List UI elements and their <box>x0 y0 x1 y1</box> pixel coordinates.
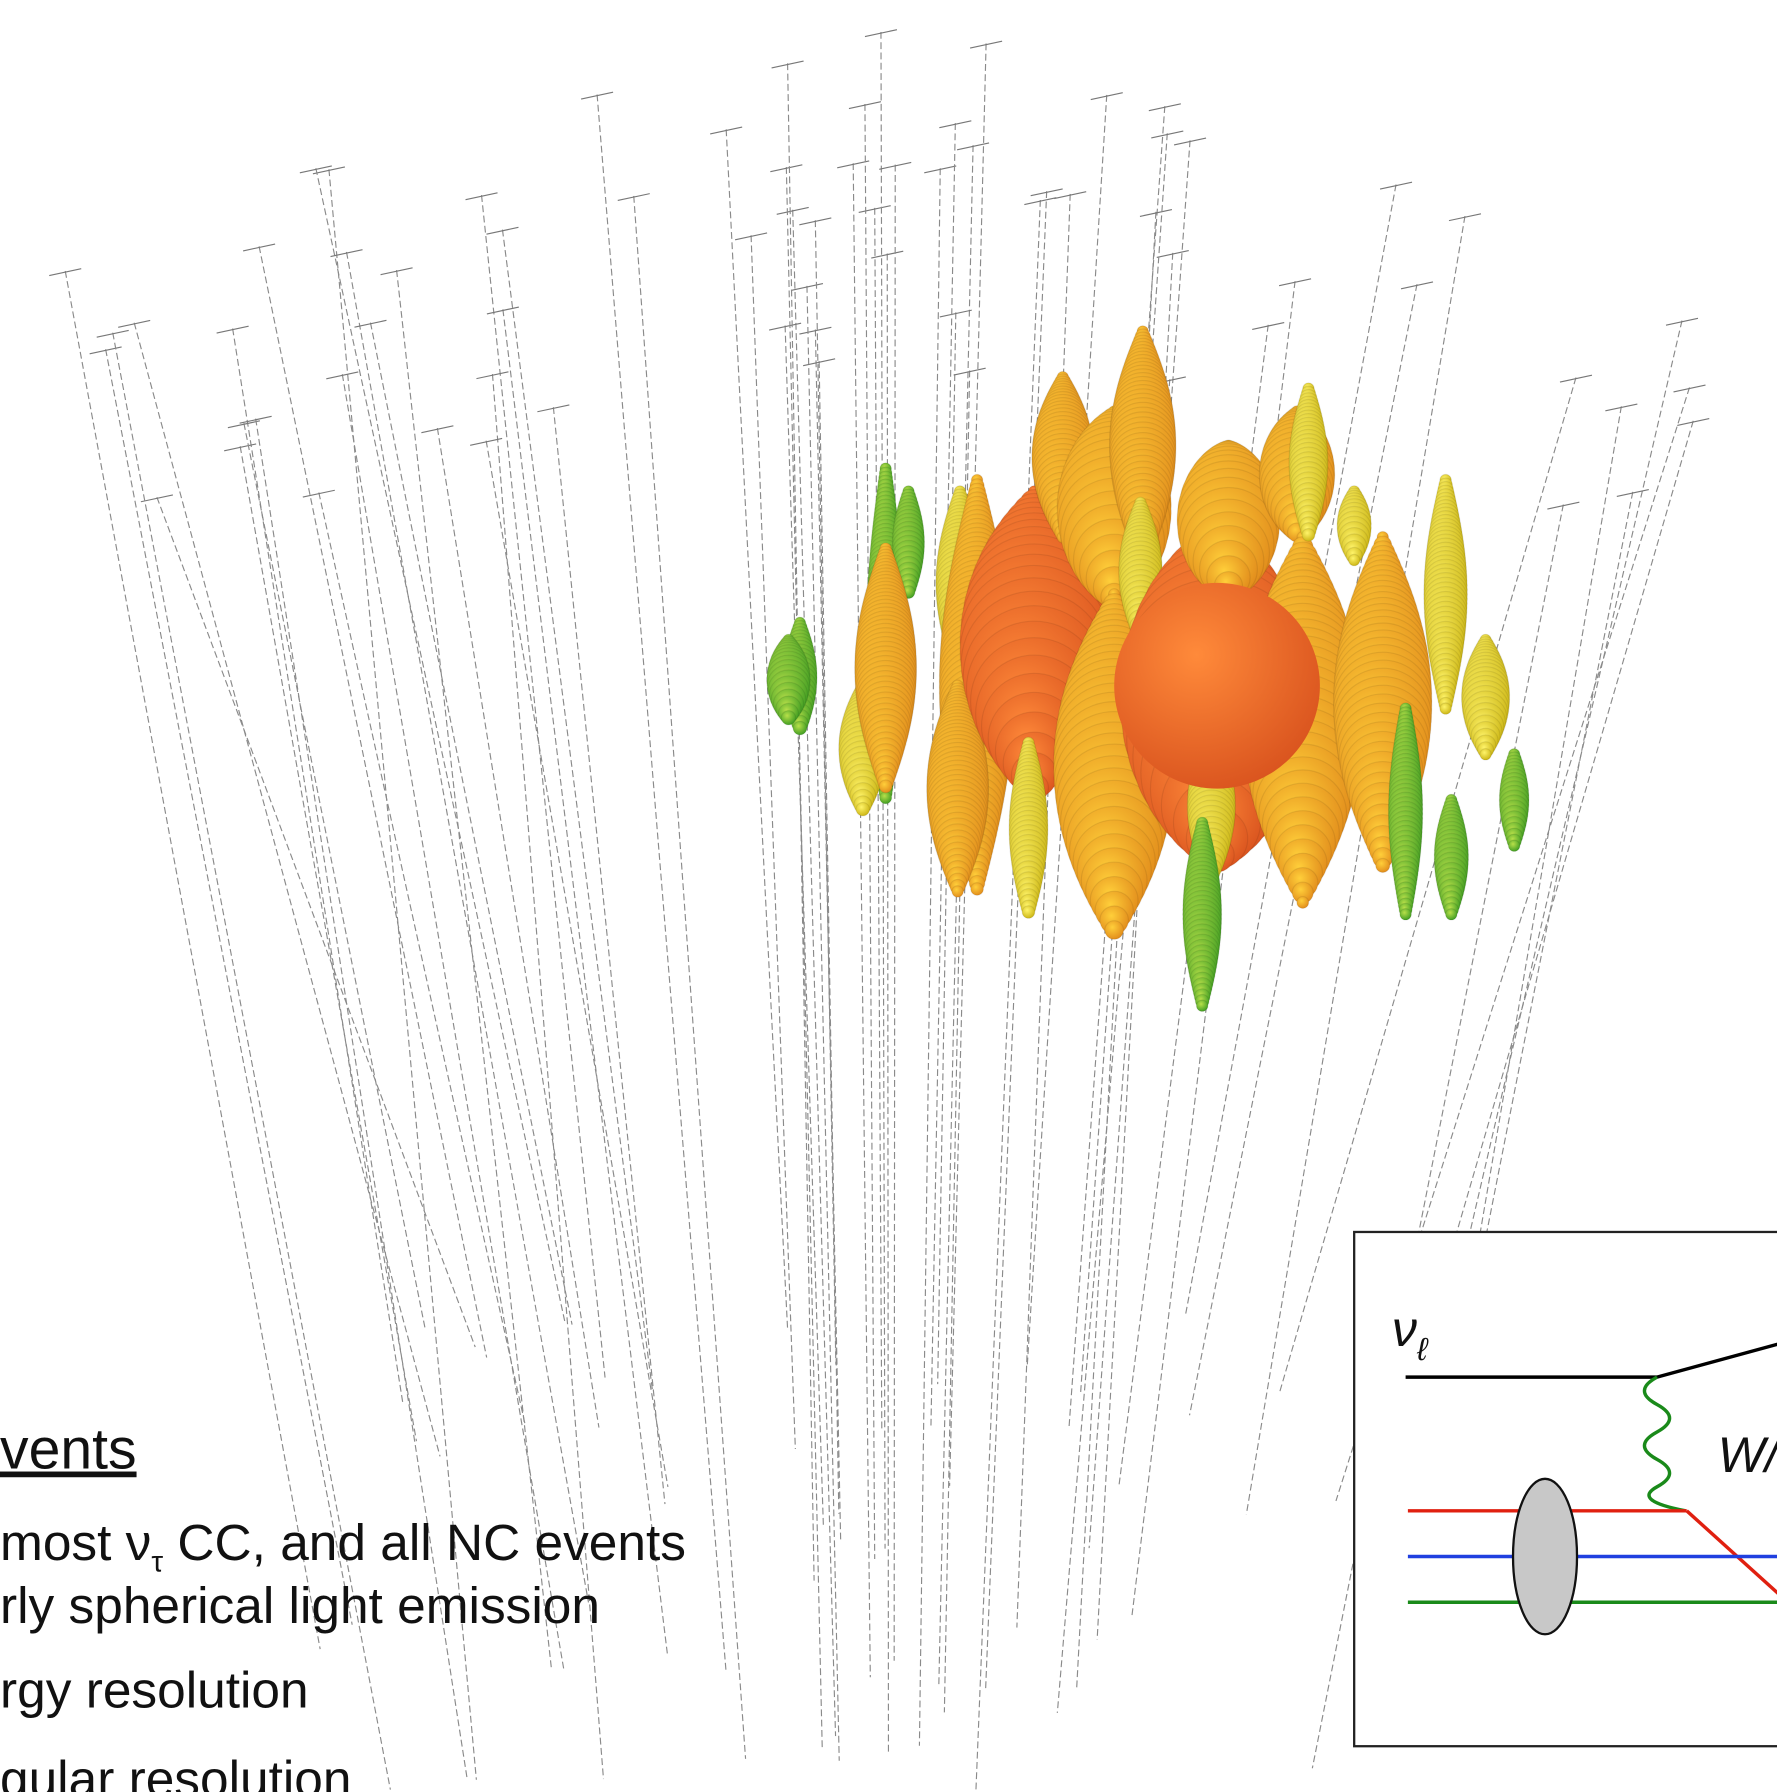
hit <box>1297 897 1309 909</box>
string <box>894 165 895 1661</box>
hit <box>952 886 963 897</box>
hit <box>856 802 870 816</box>
bullet-line: most ντ CC, and all NC events <box>0 1513 686 1578</box>
page: vents most ντ CC, and all NC events rly … <box>0 0 1777 1792</box>
hit <box>879 780 892 793</box>
hit <box>971 883 984 896</box>
string-top <box>118 320 150 327</box>
string <box>106 349 353 1624</box>
string-top <box>1605 404 1637 411</box>
string-top <box>1380 182 1412 189</box>
string-top <box>1677 419 1709 426</box>
string <box>482 195 606 1377</box>
string-top <box>141 495 173 502</box>
hit <box>1348 554 1359 565</box>
string <box>319 493 526 1426</box>
string-top <box>1617 490 1649 497</box>
string <box>853 163 870 1677</box>
bullet-line: rgy resolution <box>0 1660 309 1718</box>
string <box>919 168 940 1745</box>
string <box>502 230 652 1391</box>
string-top <box>1560 375 1592 382</box>
string-top <box>326 372 358 379</box>
bullet-line: gular resolution <box>0 1749 352 1792</box>
string <box>726 129 787 1329</box>
text-part: CC, and all NC events <box>163 1513 686 1571</box>
string <box>939 145 973 1685</box>
hit-core <box>1114 583 1320 789</box>
string-top <box>1547 502 1579 509</box>
string <box>233 328 404 1405</box>
hit <box>1508 840 1519 851</box>
string <box>976 200 1040 1790</box>
heading: vents <box>0 1418 137 1482</box>
string-top <box>90 347 122 354</box>
hit <box>1105 921 1124 940</box>
hit <box>781 711 795 725</box>
string-top <box>1401 282 1433 289</box>
hit-spheres <box>767 326 1529 1012</box>
string-top <box>1449 214 1481 221</box>
hit <box>880 792 892 804</box>
string-top <box>300 166 332 173</box>
string <box>437 428 599 1427</box>
bullet-line: rly spherical light emission <box>0 1576 600 1634</box>
boson-label: W/ <box>1718 1426 1777 1483</box>
string-top <box>243 244 275 251</box>
string <box>986 191 1047 1689</box>
string-top <box>97 330 129 337</box>
string <box>342 374 564 1669</box>
subscript: τ <box>151 1545 163 1578</box>
label-part: ν <box>1392 1300 1417 1357</box>
string <box>751 235 795 1449</box>
string <box>553 407 665 1504</box>
hit <box>1480 749 1491 760</box>
nucleon <box>1513 1479 1577 1634</box>
string <box>244 423 425 1328</box>
string <box>240 446 416 1441</box>
string-top <box>49 269 81 276</box>
string-top <box>224 444 256 451</box>
string-top <box>1674 385 1706 392</box>
hit <box>1196 1000 1207 1011</box>
slide: vents most ντ CC, and all NC events rly … <box>0 0 1777 1792</box>
string <box>157 497 475 1347</box>
hit <box>1302 529 1315 542</box>
string <box>486 441 668 1487</box>
string <box>807 286 839 1761</box>
string <box>397 270 552 1668</box>
string-top <box>331 250 363 257</box>
string <box>819 361 839 1514</box>
hit <box>1440 703 1451 714</box>
string <box>875 208 882 1431</box>
string <box>503 309 668 1654</box>
string-top <box>1666 318 1698 325</box>
string <box>347 252 589 1602</box>
diagram-frame <box>1354 1232 1777 1746</box>
text-part: most ν <box>0 1513 151 1571</box>
hit <box>1022 906 1035 919</box>
string-top <box>303 490 335 497</box>
string <box>370 323 572 1325</box>
bullet-text: vents most ντ CC, and all NC events rly … <box>0 1418 686 1792</box>
feynman-diagram: νℓ W/ <box>1354 1232 1777 1746</box>
string <box>785 325 823 1525</box>
hit <box>793 721 807 735</box>
hit <box>1400 909 1411 920</box>
hit <box>1446 909 1457 920</box>
string <box>597 94 726 1670</box>
subscript: ℓ <box>1416 1331 1429 1367</box>
hit <box>1376 858 1390 872</box>
string <box>316 168 566 1324</box>
